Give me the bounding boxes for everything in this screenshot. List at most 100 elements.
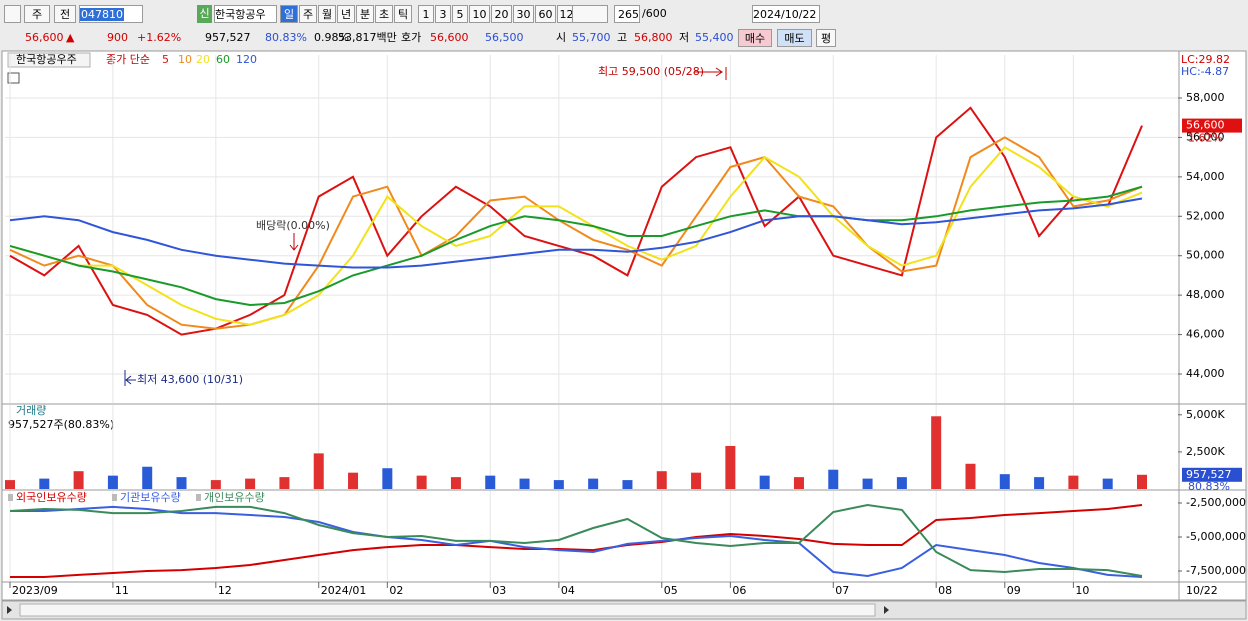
- period-button[interactable]: 초: [375, 5, 393, 23]
- volume: 957,527: [205, 31, 251, 44]
- count-max: /600: [642, 7, 667, 20]
- volume-bar: [656, 471, 667, 489]
- period-button[interactable]: 주: [299, 5, 317, 23]
- sell-button[interactable]: 매도: [777, 29, 812, 47]
- price-title: 한국항공우주: [16, 53, 77, 66]
- avg-button[interactable]: 평: [816, 29, 836, 47]
- volume-bar: [862, 478, 873, 489]
- period-button[interactable]: 분: [356, 5, 374, 23]
- volume-bar: [896, 477, 907, 489]
- count[interactable]: 265: [614, 5, 640, 23]
- volume-bar: [622, 480, 633, 489]
- volume-bar: [313, 453, 324, 489]
- date[interactable]: 2024/10/22: [752, 5, 820, 23]
- volume-bar: [382, 468, 393, 489]
- interval-button[interactable]: 20: [491, 5, 512, 23]
- volume-bar: [245, 478, 256, 489]
- volume-bar: [965, 463, 976, 489]
- x-tick-label: 05: [664, 584, 678, 597]
- volume-bar: [39, 478, 50, 489]
- y-tick-label: 5,000K: [1186, 408, 1225, 421]
- change: 900: [107, 31, 128, 44]
- buy-button[interactable]: 매수: [738, 29, 772, 47]
- volume-bar: [176, 477, 187, 489]
- menu-icon[interactable]: [4, 5, 21, 23]
- x-tick-label: 10: [1075, 584, 1089, 597]
- line-series: [10, 505, 1143, 578]
- blank-select[interactable]: [572, 5, 608, 23]
- interval-button[interactable]: 5: [452, 5, 468, 23]
- low: 55,400: [695, 31, 734, 44]
- volume-bar: [1137, 474, 1147, 489]
- lc-label: LC:29.82: [1181, 53, 1230, 66]
- high: 56,800: [634, 31, 673, 44]
- line-series: [10, 504, 1143, 578]
- x-tick-label: 04: [561, 584, 575, 597]
- y-tick-label: -5,000,000: [1186, 530, 1246, 543]
- legend-label: 10: [178, 53, 192, 66]
- annotation-arrow: [289, 233, 299, 251]
- volume-title: 거래량: [16, 404, 46, 417]
- x-tick-label: 09: [1007, 584, 1021, 597]
- interval-button[interactable]: 60: [535, 5, 556, 23]
- annotation: 최고 59,500 (05/28): [598, 65, 704, 78]
- code-input[interactable]: 047810: [80, 8, 124, 21]
- hc-label: HC:-4.87: [1181, 65, 1229, 78]
- grid-icon[interactable]: [7, 72, 20, 84]
- market-select[interactable]: 주: [24, 5, 50, 23]
- volume-bar: [416, 475, 427, 489]
- scroll-thumb[interactable]: [19, 603, 876, 617]
- volume-bar: [553, 480, 564, 489]
- volume-ratio: 80.83%: [265, 31, 307, 44]
- legend-swatch: [196, 494, 201, 501]
- scope-select[interactable]: 전: [54, 5, 76, 23]
- interval-button[interactable]: 1: [418, 5, 434, 23]
- open: 55,700: [572, 31, 611, 44]
- line-series: [9, 503, 1143, 577]
- y-tick-label: -2,500,000: [1186, 496, 1246, 509]
- y-tick-label: 52,000: [1186, 209, 1225, 222]
- last-price-label: 56,600: [1186, 119, 1225, 132]
- y-tick-label: 50,000: [1186, 249, 1225, 262]
- ask: 56,600: [430, 31, 469, 44]
- period-button[interactable]: 년: [337, 5, 355, 23]
- interval-button[interactable]: 3: [435, 5, 451, 23]
- volume-bar: [348, 472, 359, 489]
- period-button[interactable]: 일: [280, 5, 298, 23]
- volume-bar: [1102, 478, 1113, 489]
- legend-label: 20: [196, 53, 210, 66]
- y-tick-label: 56,000: [1186, 130, 1225, 143]
- volume-bar: [759, 475, 770, 489]
- turnover: 0.98%: [314, 31, 349, 44]
- legend-label: 5: [162, 53, 169, 66]
- interval-button[interactable]: 10: [469, 5, 490, 23]
- x-tick-label: 11: [115, 584, 129, 597]
- period-button[interactable]: 월: [318, 5, 336, 23]
- volume-bar: [107, 475, 118, 489]
- interval-button[interactable]: 30: [513, 5, 534, 23]
- volume-bar: [691, 472, 702, 489]
- amount: 53,817백만: [338, 31, 397, 44]
- y-tick-label: 2,500K: [1186, 445, 1225, 458]
- y-tick-label: 46,000: [1186, 328, 1225, 341]
- volume-bar: [931, 416, 942, 489]
- stock-name[interactable]: 한국항공우: [214, 5, 277, 23]
- legend-swatch: [112, 494, 117, 501]
- line-series: [9, 136, 1143, 330]
- volume-bar: [828, 469, 839, 489]
- y-tick-label: 48,000: [1186, 288, 1225, 301]
- legend-label: 120: [236, 53, 257, 66]
- legend-prefix: 종가 단순: [106, 53, 150, 66]
- period-button[interactable]: 틱: [394, 5, 412, 23]
- volume-bar: [725, 445, 736, 489]
- last-change-label: 1.62%: [1188, 132, 1223, 145]
- y-tick-label: -7,500,000: [1186, 564, 1246, 577]
- last-price-box: [1182, 118, 1242, 133]
- volume-subtitle: 957,527주(80.83%): [8, 418, 114, 431]
- open-label: 시: [556, 31, 567, 44]
- volume-bar: [588, 478, 599, 489]
- x-tick-label: 2024/01: [321, 584, 367, 597]
- x-tick-label: 02: [389, 584, 403, 597]
